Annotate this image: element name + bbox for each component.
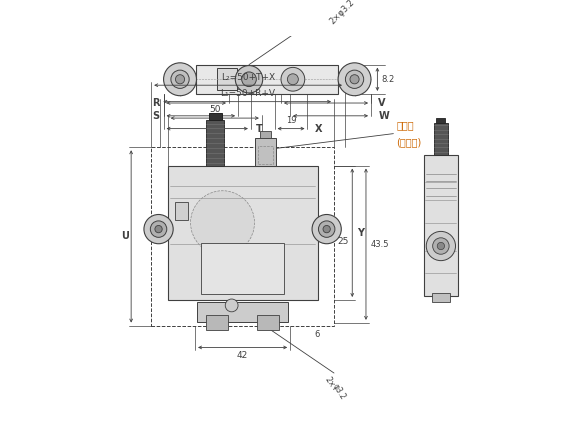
Circle shape	[225, 299, 238, 312]
Circle shape	[350, 75, 359, 84]
Circle shape	[171, 70, 189, 88]
Text: 圧力計: 圧力計	[396, 120, 414, 130]
Bar	[434, 123, 448, 155]
Text: U: U	[121, 232, 129, 241]
Text: 50: 50	[209, 105, 220, 114]
Circle shape	[437, 243, 445, 250]
Bar	[202, 243, 284, 294]
Circle shape	[312, 215, 341, 244]
Text: W: W	[378, 111, 389, 121]
Text: V: V	[378, 98, 386, 108]
Text: L₂=50+T+X: L₂=50+T+X	[221, 73, 275, 82]
Text: 8.2: 8.2	[381, 75, 394, 84]
Circle shape	[150, 221, 167, 237]
Text: (付属品): (付属品)	[396, 137, 422, 147]
Bar	[258, 146, 273, 164]
Text: T: T	[257, 124, 263, 134]
Text: 2×: 2×	[322, 375, 336, 389]
Circle shape	[338, 63, 371, 96]
Bar	[423, 155, 458, 296]
Text: 2×φ3.2: 2×φ3.2	[328, 0, 357, 26]
Circle shape	[175, 75, 185, 84]
Bar	[206, 120, 224, 166]
Circle shape	[287, 74, 298, 85]
Circle shape	[236, 66, 263, 93]
Bar	[206, 316, 228, 330]
Bar	[255, 138, 276, 166]
Text: R: R	[153, 98, 160, 108]
Bar	[175, 202, 188, 220]
Text: 6: 6	[314, 330, 319, 339]
Circle shape	[318, 221, 335, 237]
Circle shape	[426, 232, 455, 260]
Bar	[432, 293, 450, 302]
Bar	[217, 68, 237, 90]
Bar	[151, 147, 334, 326]
Text: S: S	[153, 111, 160, 121]
Bar	[197, 302, 289, 322]
Text: Y: Y	[357, 228, 364, 238]
Text: 19: 19	[286, 116, 296, 125]
Circle shape	[164, 63, 196, 96]
Text: X: X	[315, 124, 322, 134]
Text: 43.5: 43.5	[371, 239, 389, 249]
Text: φ3.2: φ3.2	[330, 382, 347, 401]
Circle shape	[144, 215, 173, 244]
Circle shape	[433, 238, 449, 254]
Circle shape	[281, 67, 305, 91]
Bar	[260, 131, 271, 138]
Bar	[257, 316, 279, 330]
Bar	[436, 118, 445, 123]
Bar	[209, 113, 222, 120]
Circle shape	[242, 72, 257, 87]
Circle shape	[345, 70, 364, 88]
Bar	[168, 166, 318, 300]
Text: 42: 42	[237, 351, 248, 360]
Circle shape	[191, 191, 255, 255]
Text: L₁=50+R+V: L₁=50+R+V	[220, 89, 275, 98]
Circle shape	[155, 225, 162, 233]
Circle shape	[323, 225, 331, 233]
Bar	[196, 65, 338, 94]
Text: 25: 25	[338, 237, 349, 246]
